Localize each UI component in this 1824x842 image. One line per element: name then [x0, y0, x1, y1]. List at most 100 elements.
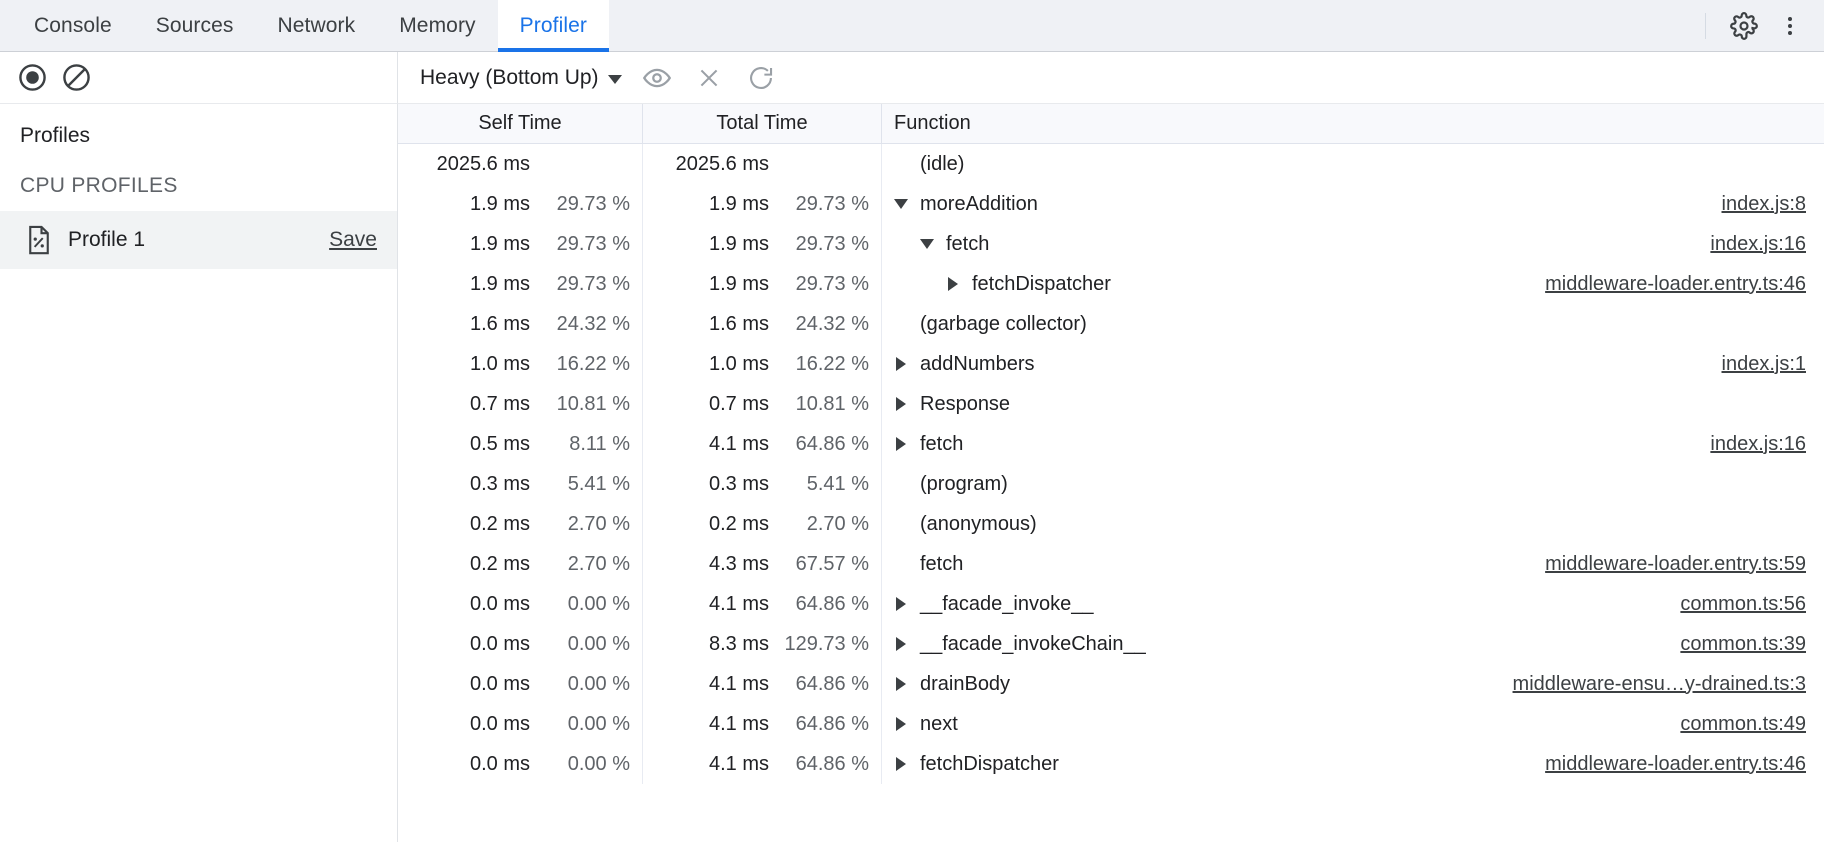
- sidebar-item-profile-1[interactable]: Profile 1 Save: [0, 211, 397, 269]
- source-link[interactable]: index.js:8: [1721, 192, 1807, 215]
- expand-triangle-down-icon[interactable]: [890, 199, 912, 209]
- tab-memory[interactable]: Memory: [399, 13, 476, 37]
- source-link[interactable]: middleware-ensu…y-drained.ts:3: [1512, 672, 1806, 695]
- tab-console[interactable]: Console: [34, 13, 112, 37]
- self-time-percent: 5.41 %: [567, 472, 630, 495]
- cell-self-time: 2025.6 ms: [398, 144, 643, 184]
- cell-total-time: 4.1 ms 64.86 %: [643, 704, 882, 744]
- self-time-percent: 29.73 %: [556, 272, 630, 295]
- source-link[interactable]: index.js:16: [1710, 232, 1806, 255]
- expand-triangle-down-icon[interactable]: [916, 239, 938, 249]
- source-link[interactable]: middleware-loader.entry.ts:46: [1545, 272, 1806, 295]
- profiles-sidebar: Profiles CPU PROFILES Profile 1 Save: [0, 104, 398, 842]
- total-time-percent: 67.57 %: [795, 552, 869, 575]
- tab-list: Console Sources Network Memory Profiler: [0, 0, 610, 52]
- total-time-percent: 64.86 %: [795, 672, 869, 695]
- tab-sources[interactable]: Sources: [155, 13, 234, 37]
- total-time-ms: 1.0 ms: [708, 352, 769, 375]
- function-name: __facade_invokeChain__: [920, 632, 1146, 655]
- table-row[interactable]: 0.2 ms 2.70 % 4.3 ms 67.57 % fetch middleware…: [398, 544, 1824, 584]
- cell-function: moreAddition index.js:8: [882, 184, 1824, 224]
- table-row[interactable]: 0.0 ms 0.00 % 4.1 ms 64.86 % fetchDispatcher…: [398, 744, 1824, 784]
- gear-icon[interactable]: [1724, 6, 1764, 46]
- total-time-percent: 64.86 %: [795, 712, 869, 735]
- table-row[interactable]: 0.2 ms 2.70 % 0.2 ms 2.70 % (anonymous): [398, 504, 1824, 544]
- column-header-total-time[interactable]: Total Time: [643, 104, 882, 143]
- reload-icon[interactable]: [738, 58, 784, 98]
- cell-self-time: 0.7 ms 10.81 %: [398, 384, 643, 424]
- self-time-ms: 0.2 ms: [469, 512, 530, 535]
- function-cell-inner: Response: [890, 393, 1806, 416]
- record-circle-icon[interactable]: [12, 58, 52, 98]
- function-cell-inner: fetch: [890, 433, 1692, 456]
- table-row[interactable]: 1.9 ms 29.73 % 1.9 ms 29.73 % moreAddition in…: [398, 184, 1824, 224]
- expand-triangle-right-icon[interactable]: [890, 597, 912, 611]
- expand-triangle-right-icon[interactable]: [890, 357, 912, 371]
- sidebar-title: Profiles: [20, 124, 91, 147]
- cell-function: drainBody middleware-ensu…y-drained.ts:3: [882, 664, 1824, 704]
- eye-icon[interactable]: [634, 58, 680, 98]
- table-row[interactable]: 1.9 ms 29.73 % 1.9 ms 29.73 % fetchDispatche…: [398, 264, 1824, 304]
- function-cell-inner: addNumbers: [890, 353, 1704, 376]
- source-link[interactable]: common.ts:56: [1680, 592, 1806, 615]
- cell-function: fetchDispatcher middleware-loader.entry.t…: [882, 744, 1824, 784]
- total-time-percent: 64.86 %: [795, 592, 869, 615]
- cell-self-time: 1.0 ms 16.22 %: [398, 344, 643, 384]
- cell-total-time: 0.7 ms 10.81 %: [643, 384, 882, 424]
- total-time-ms: 2025.6 ms: [675, 152, 769, 175]
- function-cell-inner: __facade_invoke__: [890, 593, 1662, 616]
- function-name: addNumbers: [920, 352, 1035, 375]
- table-row[interactable]: 0.0 ms 0.00 % 4.1 ms 64.86 % drainBody middle…: [398, 664, 1824, 704]
- source-link[interactable]: middleware-loader.entry.ts:46: [1545, 752, 1806, 775]
- column-header-self-time[interactable]: Self Time: [398, 104, 643, 143]
- function-cell-inner: fetchDispatcher: [890, 273, 1527, 296]
- expand-triangle-right-icon[interactable]: [890, 437, 912, 451]
- total-time-percent: 29.73 %: [795, 272, 869, 295]
- cell-function: addNumbers index.js:1: [882, 344, 1824, 384]
- table-row[interactable]: 0.0 ms 0.00 % 4.1 ms 64.86 % next common.ts:4…: [398, 704, 1824, 744]
- toolbar-divider: [1705, 12, 1706, 39]
- total-time-percent: 29.73 %: [795, 192, 869, 215]
- expand-triangle-right-icon[interactable]: [890, 757, 912, 771]
- cell-function: (garbage collector): [882, 304, 1824, 344]
- expand-triangle-right-icon[interactable]: [890, 677, 912, 691]
- cell-self-time: 0.0 ms 0.00 %: [398, 704, 643, 744]
- cell-total-time: 1.9 ms 29.73 %: [643, 264, 882, 304]
- column-header-function[interactable]: Function: [894, 112, 971, 134]
- table-row[interactable]: 0.0 ms 0.00 % 8.3 ms 129.73 % __facade_invok…: [398, 624, 1824, 664]
- tab-profiler[interactable]: Profiler: [497, 0, 610, 52]
- no-entry-circle-icon[interactable]: [56, 58, 96, 98]
- save-profile-link[interactable]: Save: [329, 228, 377, 251]
- more-vertical-icon[interactable]: [1770, 6, 1810, 46]
- function-cell-inner: fetch: [890, 233, 1692, 256]
- total-time-ms: 1.9 ms: [708, 232, 769, 255]
- self-time-percent: 0.00 %: [567, 712, 630, 735]
- source-link[interactable]: common.ts:49: [1680, 712, 1806, 735]
- table-body: 2025.6 ms 2025.6 ms (idle) 1.9 ms 29.73 % 1.9…: [398, 144, 1824, 842]
- source-link[interactable]: index.js:16: [1710, 432, 1806, 455]
- source-link[interactable]: middleware-loader.entry.ts:59: [1545, 552, 1806, 575]
- table-row[interactable]: 1.6 ms 24.32 % 1.6 ms 24.32 % (garbage colle…: [398, 304, 1824, 344]
- table-row[interactable]: 1.0 ms 16.22 % 1.0 ms 16.22 % addNumbers inde…: [398, 344, 1824, 384]
- table-header-row: Self Time Total Time Function: [398, 104, 1824, 144]
- expand-triangle-right-icon[interactable]: [890, 637, 912, 651]
- table-row[interactable]: 0.3 ms 5.41 % 0.3 ms 5.41 % (program): [398, 464, 1824, 504]
- table-row[interactable]: 0.0 ms 0.00 % 4.1 ms 64.86 % __facade_invoke…: [398, 584, 1824, 624]
- view-mode-dropdown[interactable]: Heavy (Bottom Up): [416, 62, 628, 94]
- table-row[interactable]: 0.5 ms 8.11 % 4.1 ms 64.86 % fetch index.js:1…: [398, 424, 1824, 464]
- expand-triangle-right-icon[interactable]: [942, 277, 964, 291]
- profile-table: Self Time Total Time Function 2025.6 ms 2…: [398, 104, 1824, 842]
- expand-triangle-right-icon[interactable]: [890, 397, 912, 411]
- tab-network[interactable]: Network: [277, 13, 356, 37]
- table-row[interactable]: 0.7 ms 10.81 % 0.7 ms 10.81 % Response: [398, 384, 1824, 424]
- close-x-icon[interactable]: [686, 58, 732, 98]
- function-cell-inner: (program): [890, 473, 1806, 496]
- cell-total-time: 4.1 ms 64.86 %: [643, 744, 882, 784]
- expand-triangle-right-icon[interactable]: [890, 717, 912, 731]
- source-link[interactable]: index.js:1: [1721, 352, 1807, 375]
- table-row[interactable]: 2025.6 ms 2025.6 ms (idle): [398, 144, 1824, 184]
- cell-total-time: 0.2 ms 2.70 %: [643, 504, 882, 544]
- table-row[interactable]: 1.9 ms 29.73 % 1.9 ms 29.73 % fetch index.js:…: [398, 224, 1824, 264]
- cell-self-time: 0.0 ms 0.00 %: [398, 624, 643, 664]
- source-link[interactable]: common.ts:39: [1680, 632, 1806, 655]
